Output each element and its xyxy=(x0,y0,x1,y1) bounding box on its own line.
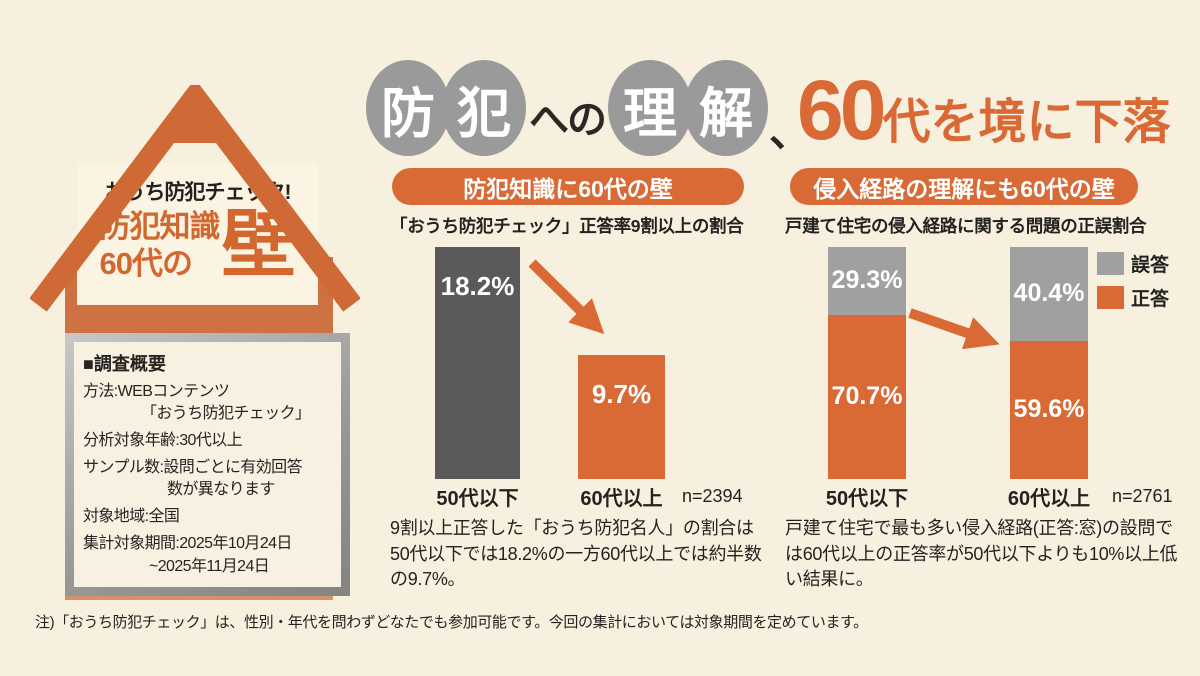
legend-swatch-wrong xyxy=(1097,252,1124,275)
headline-word-bouhan: 防 犯 xyxy=(366,60,526,156)
survey-line: 方法:WEBコンテンツ xyxy=(83,383,230,400)
survey-line: ~2025年11月24日 xyxy=(149,557,270,575)
legend-swatch-correct xyxy=(1097,286,1124,309)
x-label-under-50s: 50代以下 xyxy=(825,488,909,510)
survey-line: 対象地域:全国 xyxy=(83,508,180,526)
bar-under-50s: 18.2% xyxy=(435,247,520,479)
footnote: 注)「おうち防犯チェック」は、性別・年代を問わずどなたでも参加可能です。今回の集… xyxy=(35,614,868,631)
headline-circle-char: 理 xyxy=(608,60,692,156)
x-label-over-60s: 60代以上 xyxy=(1007,488,1091,510)
segment-wrong-answer: 29.3% xyxy=(828,247,906,315)
headline-connector-text: への xyxy=(529,98,607,142)
survey-line: 分析対象年齢:30代以上 xyxy=(83,432,243,450)
headline-age-number: 60 xyxy=(797,63,886,157)
x-label-under-50s: 50代以下 xyxy=(436,488,519,510)
sample-size-label: n=2394 xyxy=(682,486,743,506)
chart-description: 戸建て住宅で最も多い侵入経路(正答:窓)の設問では60代以上の正答率が50代以下… xyxy=(785,518,1178,590)
headline-tail-text: 代を境に下落 xyxy=(882,96,1171,149)
segment-wrong-answer: 40.4% xyxy=(1010,247,1088,341)
house-title-lines: 防犯知識 60代の xyxy=(99,209,221,282)
segment-value-label: 29.3% xyxy=(831,266,903,295)
bar-over-60s: 9.7% xyxy=(578,355,665,479)
chart-subtitle: 「おうち防犯チェック」正答率9割以上の割合 xyxy=(390,216,744,236)
main-headline: 防 犯 への 理 解 、 60 代を境に下落 xyxy=(366,56,1170,160)
bar-value-label: 9.7% xyxy=(591,379,652,409)
chart-legend: 誤答 正答 xyxy=(1097,250,1169,318)
legend-label: 誤答 xyxy=(1131,255,1170,276)
section-header-pill: 防犯知識に60代の壁 xyxy=(392,168,744,205)
survey-line: 「おうち防犯チェック」 xyxy=(141,405,311,423)
bar-chart-plot: 18.2% 9.7% xyxy=(390,247,768,479)
x-label-over-60s: 60代以上 xyxy=(580,488,663,510)
stacked-bar-chart-plot: 29.3% 70.7% 40.4% 59.6% 誤答 xyxy=(785,247,1185,479)
stacked-bar-under-50s: 29.3% 70.7% xyxy=(828,247,906,479)
segment-correct-answer: 70.7% xyxy=(828,314,906,479)
stacked-bar-over-60s: 40.4% 59.6% xyxy=(1010,247,1088,479)
x-axis-labels: 50代以下 60代以上 n=2761 xyxy=(785,482,1185,510)
segment-correct-answer: 59.6% xyxy=(1010,340,1088,479)
survey-line: 数が異なります xyxy=(167,481,275,499)
chart-section-knowledge: 防犯知識に60代の壁 「おうち防犯チェック」正答率9割以上の割合 18.2% 9… xyxy=(390,168,768,598)
sample-size-label: n=2761 xyxy=(1112,486,1173,506)
segment-value-label: 40.4% xyxy=(1013,279,1085,308)
survey-line: サンプル数:設問ごとに有効回答 xyxy=(83,459,303,477)
survey-heading: ■調査概要 xyxy=(83,354,166,374)
segment-value-label: 70.7% xyxy=(831,382,903,411)
headline-circle-char: 犯 xyxy=(442,60,526,156)
segment-value-label: 59.6% xyxy=(1013,395,1085,424)
chart-subtitle: 戸建て住宅の侵入経路に関する問題の正誤割合 xyxy=(785,216,1147,236)
x-axis-labels: 50代以下 60代以上 n=2394 xyxy=(390,482,768,510)
chart-section-intrusion: 侵入経路の理解にも60代の壁 戸建て住宅の侵入経路に関する問題の正誤割合 29.… xyxy=(785,168,1185,598)
survey-overview-box: ■調査概要 方法:WEBコンテンツ 「おうち防犯チェック」 分析対象年齢:30代… xyxy=(65,333,350,596)
house-graphic: おうち防犯チェック! 防犯知識 60代の 壁 ■調査概要 方法:WEBコンテンツ… xyxy=(30,85,360,600)
house-roof-icon xyxy=(30,85,360,312)
headline-word-rikai: 理 解 xyxy=(608,60,768,156)
house-title-line2: 60代の xyxy=(99,245,193,281)
legend-label: 正答 xyxy=(1131,289,1170,310)
section-header-pill: 侵入経路の理解にも60代の壁 xyxy=(790,168,1138,205)
house-title: 防犯知識 60代の 壁 xyxy=(99,208,296,282)
legend-item-correct: 正答 xyxy=(1097,284,1169,311)
survey-line: 集計対象期間:2025年10月24日 xyxy=(83,535,292,553)
headline-circle-char: 防 xyxy=(366,60,450,156)
headline-circle-char: 解 xyxy=(684,60,768,156)
headline-comma: 、 xyxy=(769,107,812,155)
house-check-label: おうち防犯チェック! xyxy=(104,181,292,204)
legend-item-wrong: 誤答 xyxy=(1097,250,1169,277)
chart-description: 9割以上正答した「おうち防犯名人」の割合は50代以下では18.2%の一方60代以… xyxy=(390,518,762,590)
bar-value-label: 18.2% xyxy=(440,271,515,301)
